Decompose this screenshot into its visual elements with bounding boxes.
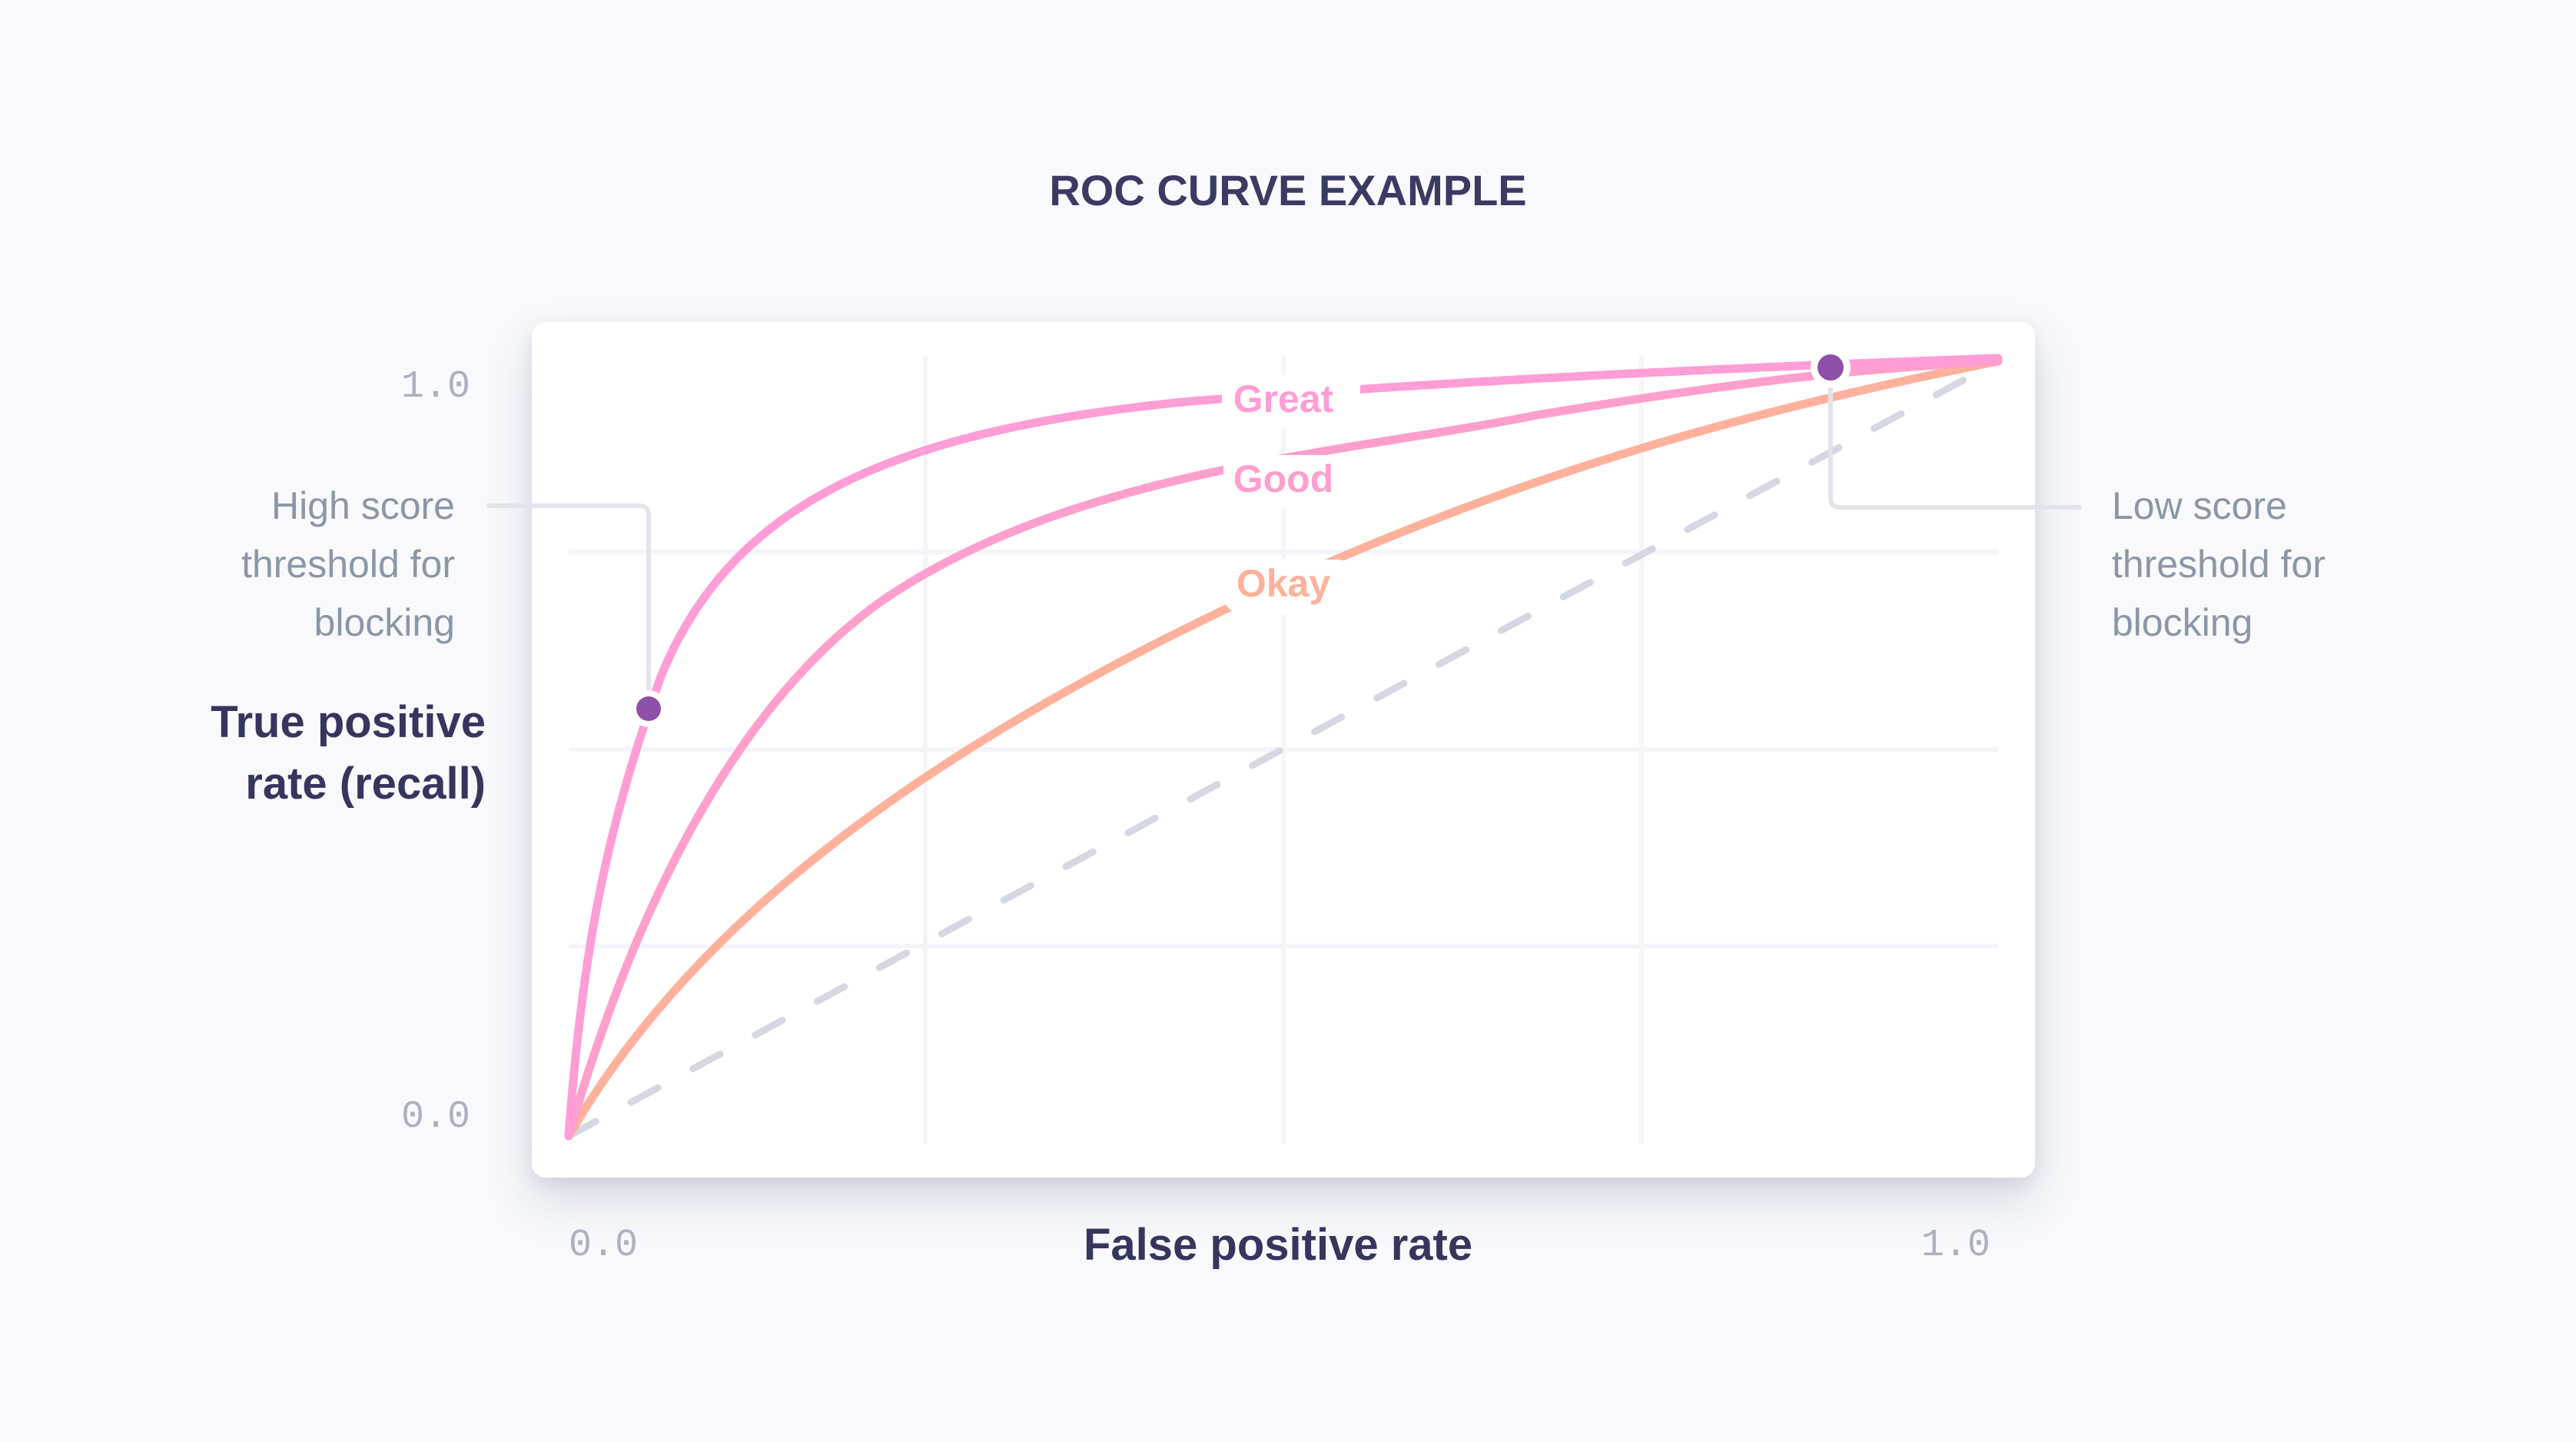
chart-title: ROC CURVE EXAMPLE [1049,166,1527,214]
low-annot-line3: blocking [2112,601,2253,644]
random-diagonal-line [565,357,2002,1140]
x-axis-label: False positive rate [1084,1220,1473,1270]
high-threshold-annotation: High score threshold for blocking [241,477,455,652]
curve-label-great: Great [1233,377,1334,420]
x-tick-max: 1.0 [1921,1224,1991,1268]
high-annot-line2: threshold for [241,543,455,586]
low-threshold-leader [1828,384,2081,510]
curve-good [564,357,2003,1141]
low-threshold-annotation: Low score threshold for blocking [2112,477,2325,652]
curve-great [564,354,2003,1141]
x-tick-min: 0.0 [569,1224,639,1268]
high-annot-line3: blocking [314,601,455,644]
y-axis-label-line1: True positive [211,697,486,747]
high-threshold-leader [487,503,651,696]
gridlines [569,355,1998,1144]
y-axis-label: True positive rate (recall) [211,692,486,815]
low-annot-line1: Low score [2112,484,2287,527]
y-axis-label-line2: rate (recall) [245,759,486,809]
curve-label-good: Good [1233,457,1334,500]
high-annot-line1: High score [271,484,455,527]
curve-label-okay: Okay [1236,562,1331,605]
y-tick-max: 1.0 [401,365,471,409]
y-tick-min: 0.0 [401,1095,471,1139]
low-annot-line2: threshold for [2112,543,2325,586]
